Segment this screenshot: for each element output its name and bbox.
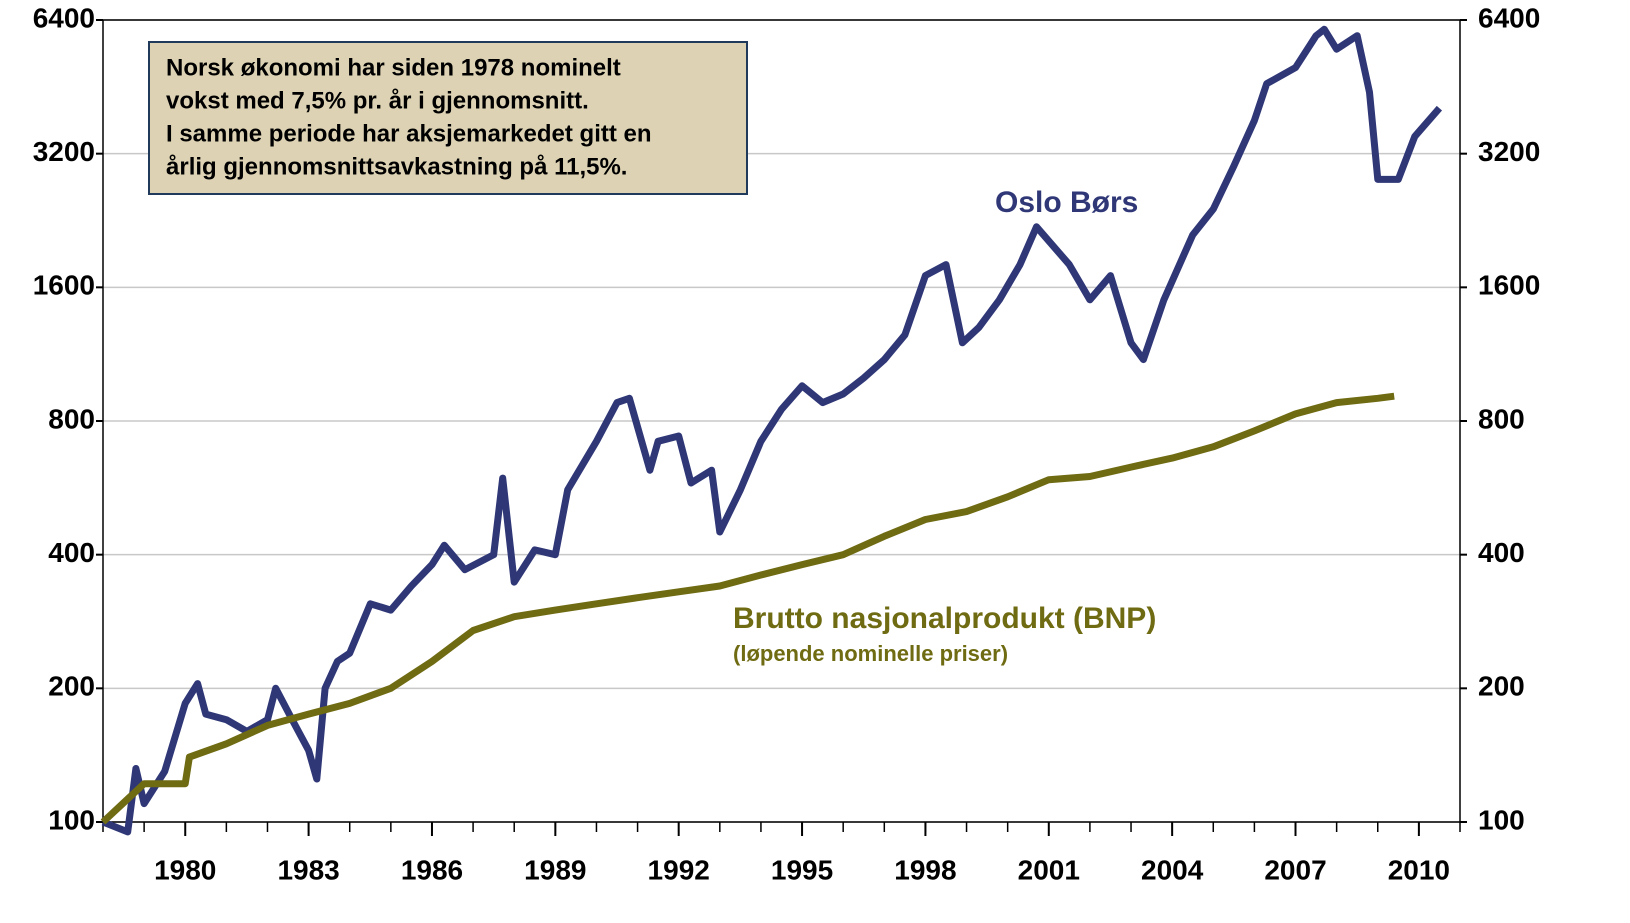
x-tick-label: 2010: [1388, 854, 1450, 885]
x-tick-label: 1980: [154, 854, 216, 885]
y-tick-label: 6400: [33, 2, 95, 33]
y2-tick-label: 100: [1478, 804, 1525, 835]
y2-tick-label: 6400: [1478, 2, 1540, 33]
x-tick-label: 1983: [277, 854, 339, 885]
plot-frame: [102, 19, 1461, 823]
x-tick-label: 2001: [1018, 854, 1080, 885]
annotation-line: vokst med 7,5% pr. år i gjennomsnitt.: [166, 87, 589, 114]
annotation-box: [148, 41, 748, 195]
series-line: [100, 392, 1395, 825]
annotation-line: Norsk økonomi har siden 1978 nominelt: [166, 54, 621, 81]
y-tick-label: 400: [48, 537, 95, 568]
y-tick-label: 1600: [33, 270, 95, 301]
series-label: Oslo Børs: [995, 186, 1138, 219]
y-tick-label: 800: [48, 403, 95, 434]
x-tick-label: 1989: [524, 854, 586, 885]
y2-tick-label: 400: [1478, 537, 1525, 568]
y-tick-label: 3200: [33, 136, 95, 167]
y-tick-label: 100: [48, 804, 95, 835]
x-tick-label: 1995: [771, 854, 833, 885]
x-tick-label: 1992: [648, 854, 710, 885]
x-tick-label: 1986: [401, 854, 463, 885]
y-tick-label: 200: [48, 671, 95, 702]
series-line: [101, 25, 1443, 836]
x-tick-label: 2004: [1141, 854, 1204, 885]
annotation-line: årlig gjennomsnittsavkastning på 11,5%.: [166, 153, 627, 180]
x-tick-label: 1998: [894, 854, 956, 885]
y2-tick-label: 200: [1478, 671, 1525, 702]
annotation-line: I samme periode har aksjemarkedet gitt e…: [166, 120, 652, 147]
series-label: Brutto nasjonalprodukt (BNP): [733, 602, 1156, 635]
x-tick-label: 2007: [1264, 854, 1326, 885]
y2-tick-label: 3200: [1478, 136, 1540, 167]
y2-tick-label: 800: [1478, 403, 1525, 434]
series-sublabel: (løpende nominelle priser): [733, 641, 1008, 666]
y2-tick-label: 1600: [1478, 270, 1540, 301]
